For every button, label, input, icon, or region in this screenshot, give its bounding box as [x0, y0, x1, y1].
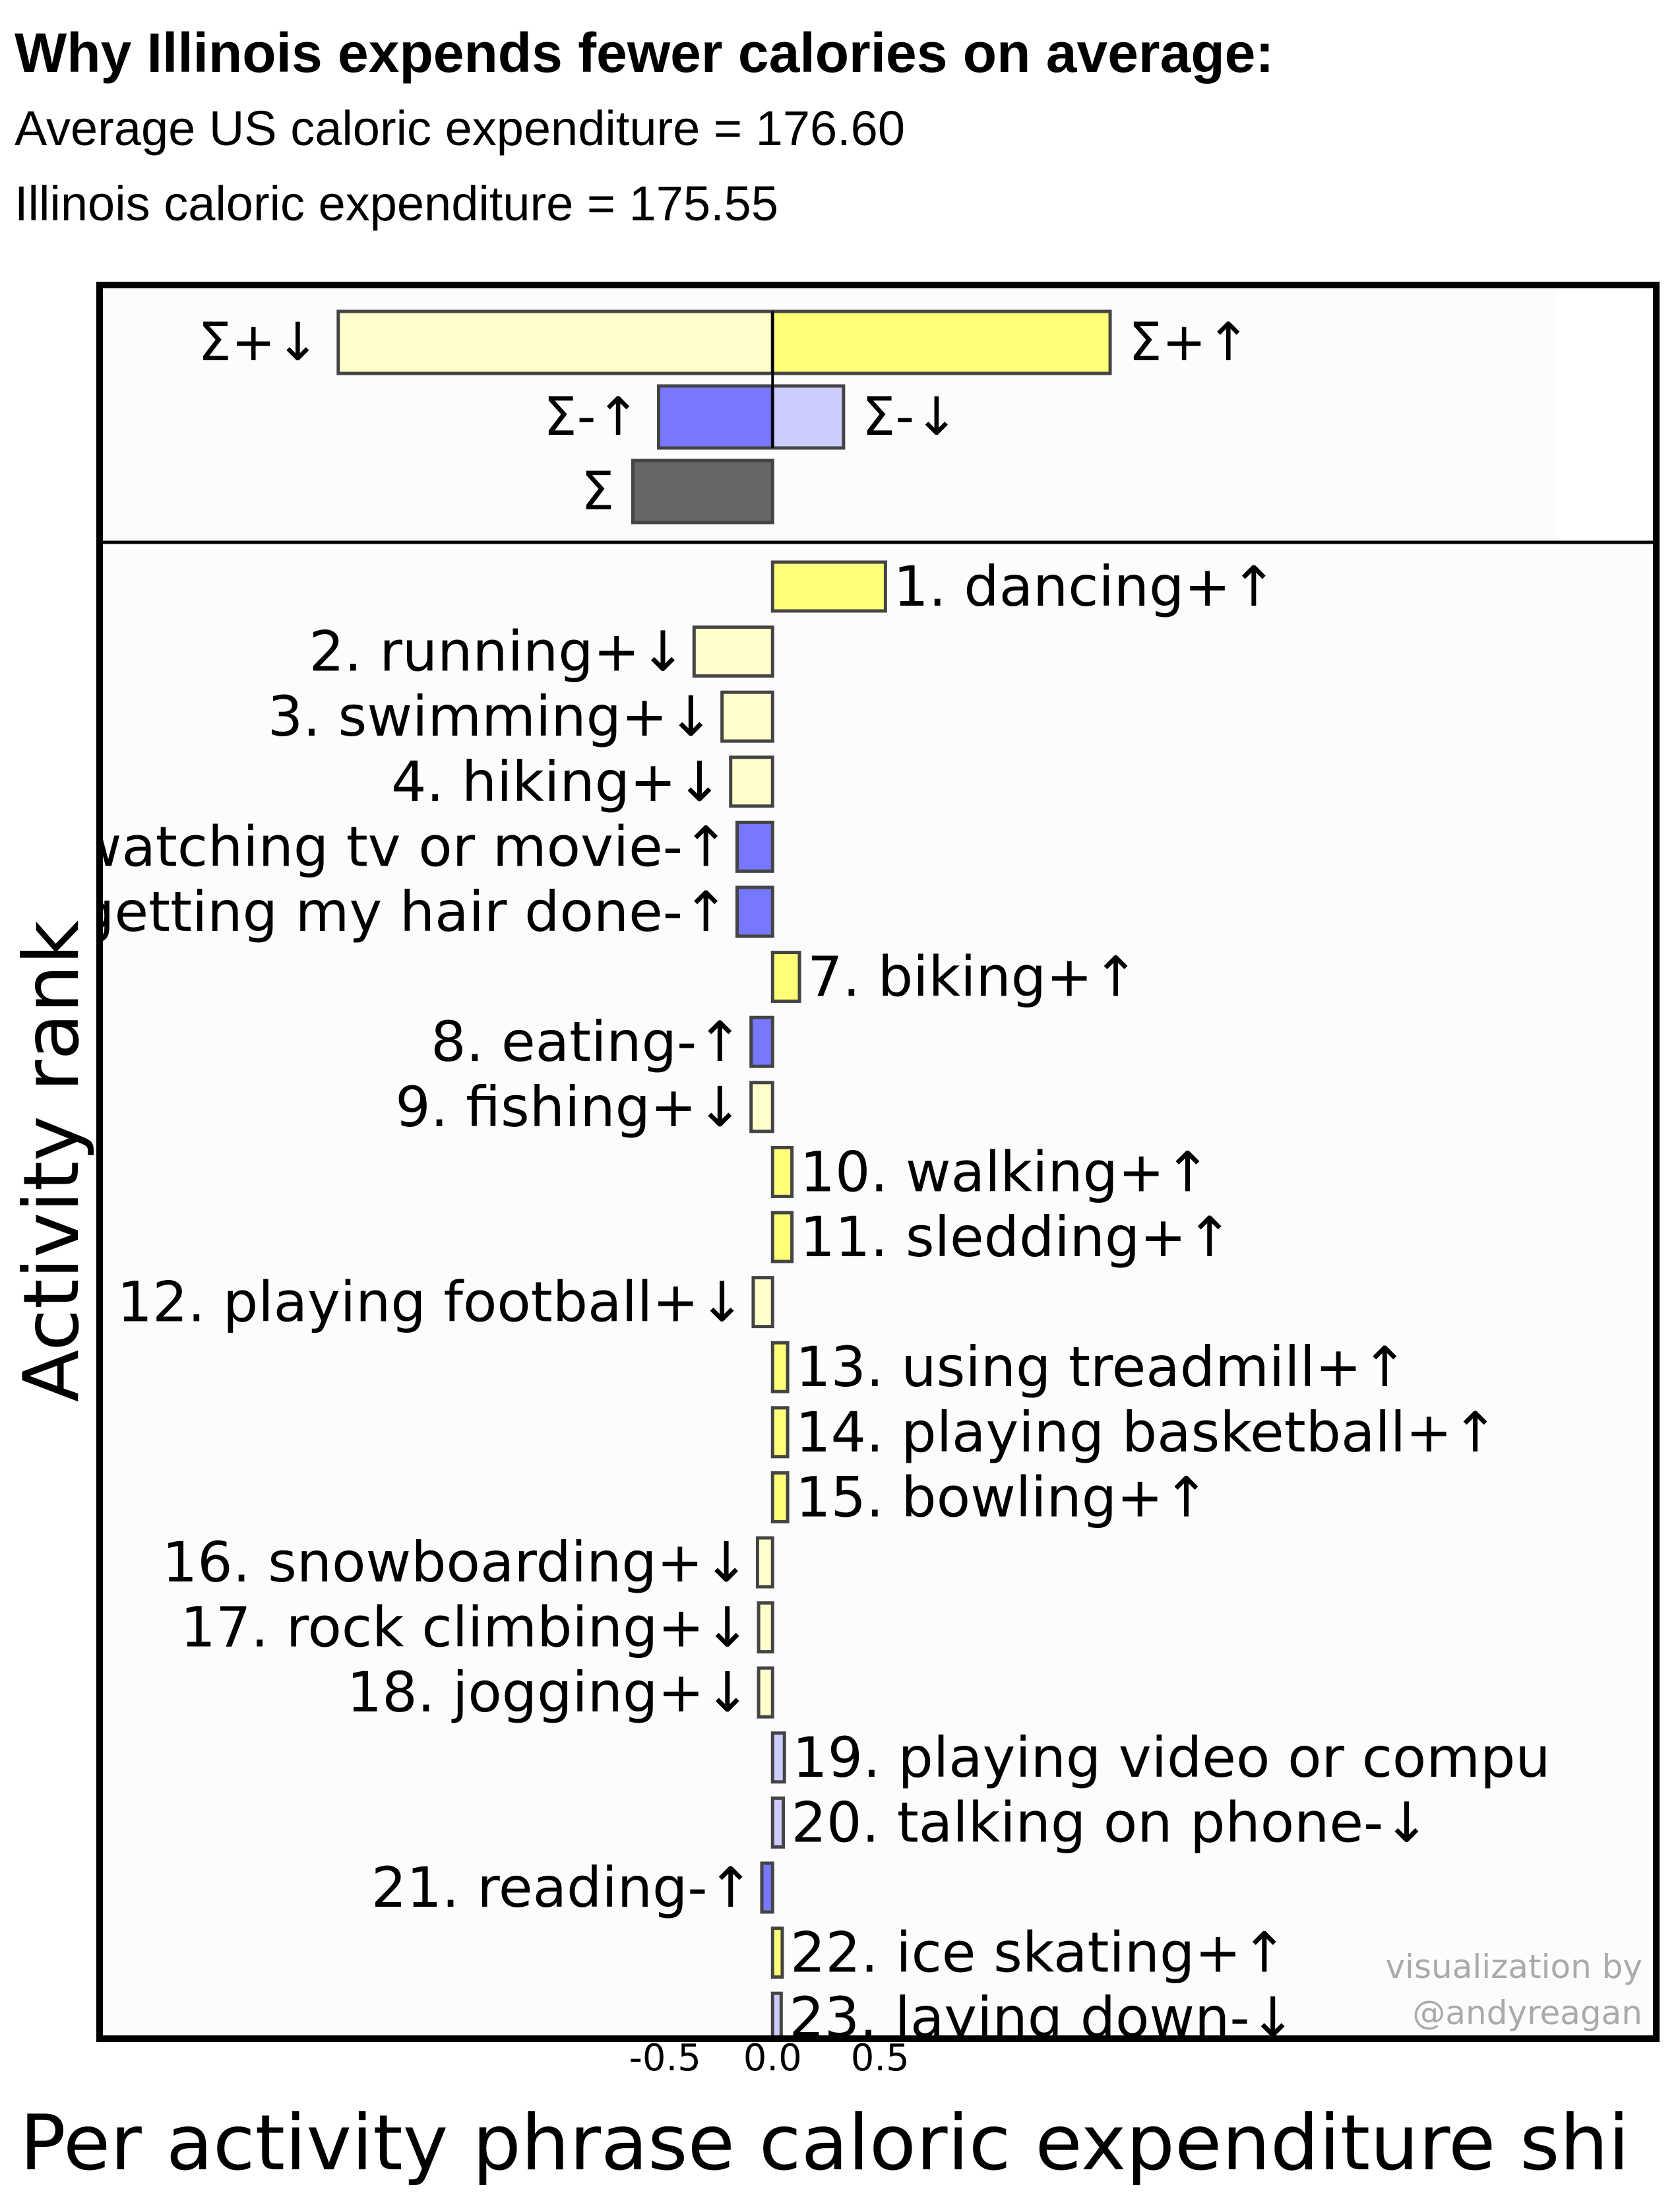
main-panel-background — [100, 542, 1656, 2039]
activity-bar-3 — [720, 690, 774, 743]
activity-label-5: 5. watching tv or movie-↑ — [6, 814, 730, 879]
activity-bar-22 — [770, 1927, 784, 1979]
activity-label-15: 15. bowling+↑ — [795, 1465, 1210, 1529]
activity-label-12: 12. playing football+↓ — [117, 1270, 745, 1335]
y-axis-label: Activity rank — [7, 920, 96, 1402]
activity-label-14: 14. playing basketball+↑ — [795, 1400, 1499, 1465]
activity-label-13: 13. using treadmill+↑ — [795, 1335, 1408, 1399]
summary-label-2: Σ-↑ — [544, 386, 640, 447]
activity-bar-1 — [770, 560, 887, 613]
summary-bars: Σ+↓ Σ+↑ Σ-↑ Σ-↓ Σ — [198, 309, 1251, 525]
credit-line-1: visualization by — [1385, 1948, 1642, 1986]
activity-bar-18 — [757, 1666, 774, 1719]
activity-bar-13 — [770, 1341, 790, 1393]
activity-bars: 1. dancing+↑ 2. running+↓3. swimming+↓4. … — [6, 554, 1551, 2050]
summary-label-0: Σ+↓ — [198, 311, 320, 373]
activity-bar-7 — [770, 951, 801, 1004]
activity-label-4: 4. hiking+↓ — [391, 749, 723, 814]
activity-label-21: 21. reading-↑ — [371, 1855, 754, 1920]
activity-bar-10 — [770, 1145, 794, 1198]
activity-label-18: 18. jogging+↓ — [347, 1660, 751, 1725]
x-tick-2: 0.5 — [851, 2037, 910, 2080]
chart-frame — [96, 282, 1660, 2042]
activity-label-19: 19. playing video or compu — [792, 1725, 1550, 1790]
summary-bar-0 — [336, 309, 774, 375]
summary-bar-4 — [631, 459, 774, 525]
x-tick-0: -0.5 — [629, 2037, 701, 2080]
x-axis-ticks: -0.5 0.0 0.5 — [629, 2037, 910, 2080]
activity-bar-17 — [757, 1601, 774, 1654]
activity-label-2: 2. running+↓ — [309, 620, 687, 684]
summary-label-4: Σ — [581, 461, 615, 522]
summary-label-3: Σ-↓ — [862, 386, 958, 447]
activity-label-7: 7. biking+↑ — [807, 945, 1139, 1009]
x-tick-1: 0.0 — [743, 2037, 802, 2080]
activity-bar-2 — [692, 625, 774, 678]
activity-bar-21 — [760, 1861, 774, 1914]
activity-label-8: 8. eating-↑ — [431, 1009, 743, 1074]
credit-line-2: @andyreagan — [1412, 1994, 1642, 2032]
summary-label-1: Σ+↑ — [1129, 311, 1251, 373]
summary-bar-1 — [770, 309, 1112, 375]
activity-bar-14 — [770, 1406, 790, 1459]
activity-label-1: 1. dancing+↑ — [893, 554, 1277, 619]
activity-bar-5 — [735, 820, 774, 873]
x-axis-label: Per activity phrase caloric expenditure … — [20, 2099, 1629, 2188]
credit-watermark: visualization by @andyreagan — [1385, 1948, 1642, 2032]
state-subtitle: Illinois caloric expenditure = 175.55 — [15, 176, 778, 231]
activity-bar-11 — [770, 1211, 794, 1263]
activity-label-3: 3. swimming+↓ — [268, 684, 714, 749]
activity-label-23: 23. laying down-↓ — [789, 1985, 1296, 2050]
activity-label-16: 16. snowboarding+↓ — [162, 1530, 750, 1595]
activity-bar-23 — [770, 1991, 783, 2039]
summary-bar-2 — [657, 384, 774, 450]
activity-bar-6 — [735, 885, 774, 938]
us-average-subtitle: Average US caloric expenditure = 176.60 — [15, 101, 905, 156]
activity-bar-12 — [751, 1276, 774, 1329]
activity-label-9: 9. fishing+↓ — [395, 1075, 743, 1139]
activity-bar-20 — [770, 1796, 786, 1849]
activity-bar-19 — [770, 1731, 786, 1784]
activity-label-20: 20. talking on phone-↓ — [792, 1790, 1430, 1855]
activity-bar-15 — [770, 1471, 790, 1523]
activity-label-10: 10. walking+↑ — [800, 1139, 1211, 1204]
activity-label-17: 17. rock climbing+↓ — [181, 1595, 751, 1660]
activity-label-22: 22. ice skating+↑ — [790, 1921, 1288, 1985]
summary-bar-3 — [770, 384, 846, 450]
activity-label-11: 11. sledding+↑ — [800, 1205, 1233, 1269]
page-title: Why Illinois expends fewer calories on a… — [15, 22, 1274, 84]
activity-label-6: 6. getting my hair done-↑ — [9, 879, 729, 944]
activity-bar-4 — [729, 755, 774, 808]
activity-bar-9 — [749, 1081, 774, 1133]
activity-bar-8 — [749, 1015, 774, 1068]
activity-bar-16 — [755, 1536, 774, 1589]
